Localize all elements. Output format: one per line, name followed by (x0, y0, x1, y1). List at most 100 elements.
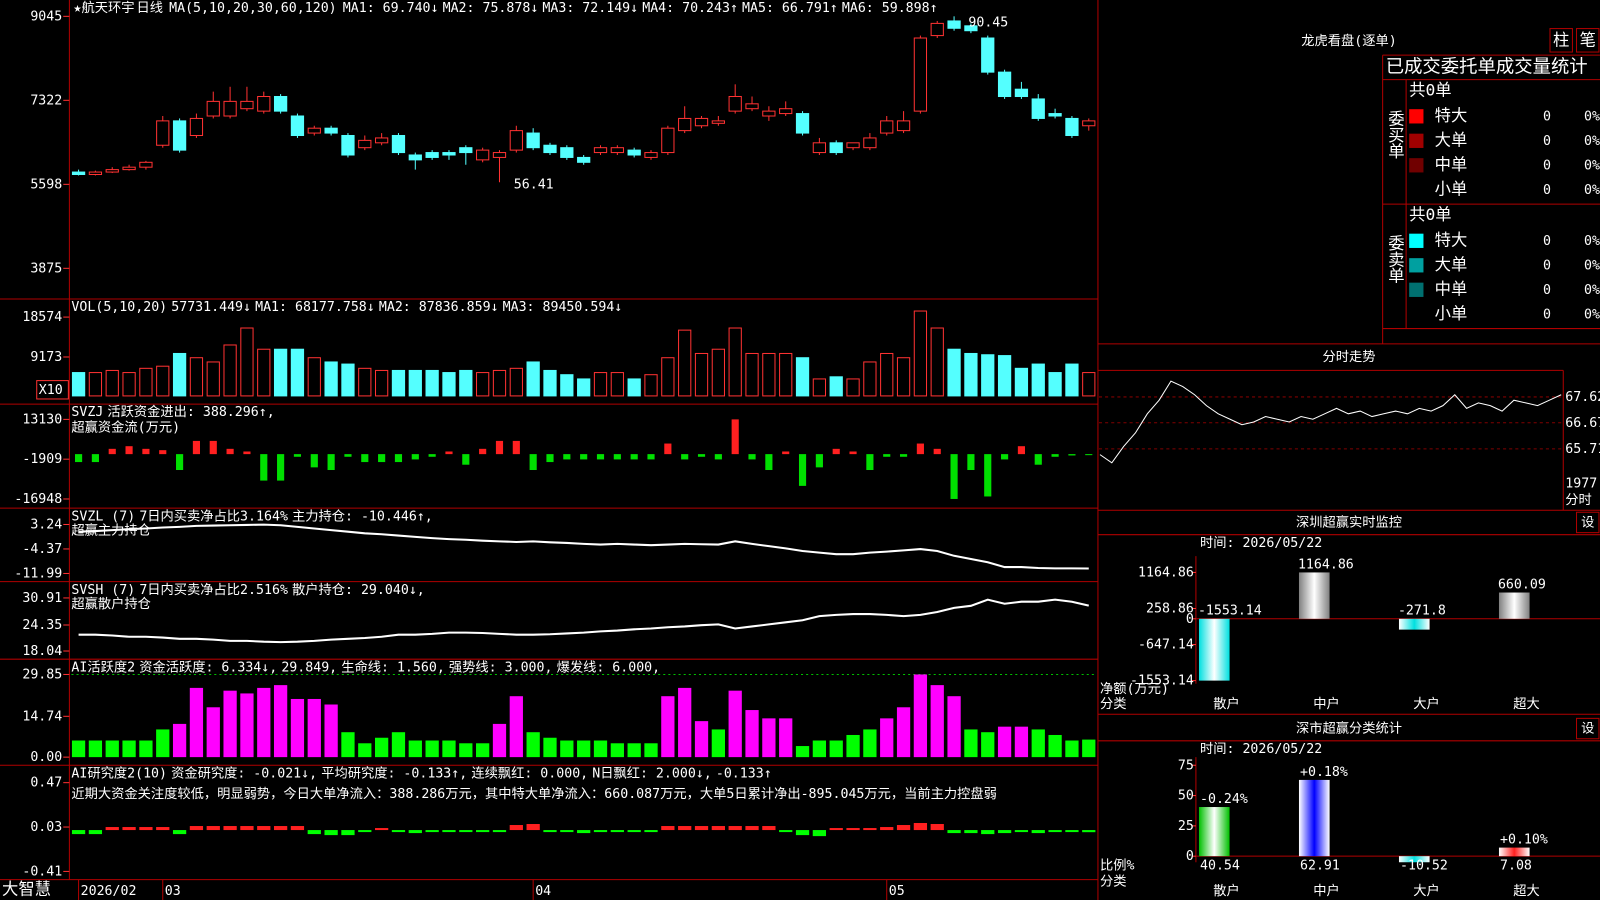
activity-bar (223, 690, 237, 758)
button[interactable] (1576, 717, 1600, 740)
indicator-bar (798, 454, 807, 486)
button-label[interactable]: 设 (1581, 514, 1594, 530)
category-label: 中户 (1313, 882, 1340, 899)
swatch (1409, 133, 1424, 148)
indicator-bar (189, 826, 204, 831)
category-label: 超大 (1513, 883, 1540, 899)
indicator-text: MA3: 72.149↓ (542, 1, 638, 16)
volume-bar (711, 348, 725, 397)
swatch (1409, 233, 1424, 248)
candle-body (1014, 88, 1029, 98)
indicator-bar (526, 824, 540, 831)
indicator-text: 生命线: 1.560, (341, 658, 445, 675)
activity-bar (728, 690, 742, 758)
indicator-bar (930, 824, 944, 831)
indicator-text: 主力持仓: -10.446↑, (292, 508, 433, 524)
bar (1198, 807, 1230, 857)
indicator-bar (192, 440, 200, 455)
activity-bar (678, 687, 692, 758)
indicator-bar (782, 451, 790, 455)
category-label: 超大 (1513, 696, 1540, 712)
y-tick-label: 0.47 (30, 776, 62, 791)
activity-bar (1065, 740, 1079, 758)
indicator-bar (762, 826, 776, 831)
time-label: 时间: 2026/05/22 (1200, 741, 1322, 757)
row-count: 0 (1543, 234, 1551, 249)
brand: 大智慧 (2, 879, 51, 898)
y-tick-label: 29.85 (22, 667, 62, 682)
volume-bar (1014, 367, 1029, 397)
button[interactable] (1576, 28, 1600, 53)
candle-body (779, 108, 793, 115)
button-label[interactable]: 柱 (1553, 30, 1569, 49)
panel-title: 深圳超赢实时监控 (1296, 513, 1402, 530)
y-tick-label: -1909 (22, 452, 62, 467)
indicator-bar (327, 454, 335, 471)
period: 日线 (136, 0, 163, 16)
activity-bar (896, 707, 911, 758)
indicator-bar (1001, 454, 1009, 460)
activity-bar (981, 732, 995, 758)
indicator-text: 平均研究度: -0.133↑, (321, 765, 467, 781)
row-name: 大单 (1435, 255, 1468, 274)
button-label[interactable]: 设 (1581, 721, 1594, 737)
swatch (1409, 307, 1424, 322)
activity-bar (560, 740, 574, 758)
candle-body (694, 117, 709, 127)
indicator-bar (863, 828, 877, 831)
button[interactable] (1576, 511, 1600, 534)
total: 共0单 (1409, 80, 1451, 99)
row-pct: 0% (1584, 283, 1600, 298)
y-tick-label: 25 (1178, 819, 1194, 834)
value-label: 660.09 (1498, 577, 1546, 592)
indicator-text: MA6: 59.898↑ (842, 1, 938, 16)
volume-bar (509, 367, 523, 397)
activity-bar (374, 737, 389, 758)
row-count: 0 (1543, 134, 1551, 149)
candle-body (425, 152, 439, 158)
volume-bar (577, 378, 591, 397)
swatch (1409, 109, 1424, 124)
indicator-text: MA4: 70.243↑ (642, 1, 738, 16)
category-label: 中户 (1313, 695, 1340, 712)
indicator-bar (849, 451, 857, 455)
category-label: 散户 (1213, 882, 1240, 899)
volume-bar (661, 357, 675, 397)
activity-bar (509, 696, 523, 758)
candle-body (560, 147, 574, 158)
activity-bar (610, 743, 624, 758)
candle-body (997, 71, 1012, 98)
change-label: +0.10% (1500, 832, 1548, 847)
indicator-bar (846, 828, 860, 831)
candle-body (1065, 117, 1079, 137)
indicator-bar (947, 830, 961, 834)
y-tick-label: -1553.14 (1130, 674, 1194, 689)
activity-bar (206, 707, 220, 758)
row-pct: 0% (1584, 134, 1600, 149)
y-tick-label: 3.24 (30, 517, 62, 532)
row-count: 0 (1543, 183, 1551, 198)
indicator-text: SVZL (7) (71, 509, 135, 524)
button[interactable] (1549, 28, 1573, 53)
volume-bar (880, 352, 894, 397)
candle-body (257, 95, 271, 112)
swatch (1409, 158, 1424, 173)
bar (1298, 572, 1330, 619)
candle-body (172, 120, 187, 151)
bar (1398, 856, 1430, 863)
indicator-bar (139, 827, 153, 831)
candle-body (223, 100, 237, 117)
indicator-bar (981, 830, 995, 835)
activity-bar (779, 718, 793, 758)
bar (1498, 592, 1530, 619)
volume-tick: 1977 (1565, 477, 1597, 492)
indicator-bar (226, 448, 234, 455)
y-tick-label: 66.67 (1565, 416, 1600, 431)
indicator-bar (172, 830, 187, 835)
indicator-bar (445, 451, 453, 455)
indicator-bar (243, 451, 251, 455)
button-label[interactable]: 笔 (1580, 30, 1596, 49)
activity-bar (846, 734, 860, 758)
candle-body (846, 142, 860, 149)
